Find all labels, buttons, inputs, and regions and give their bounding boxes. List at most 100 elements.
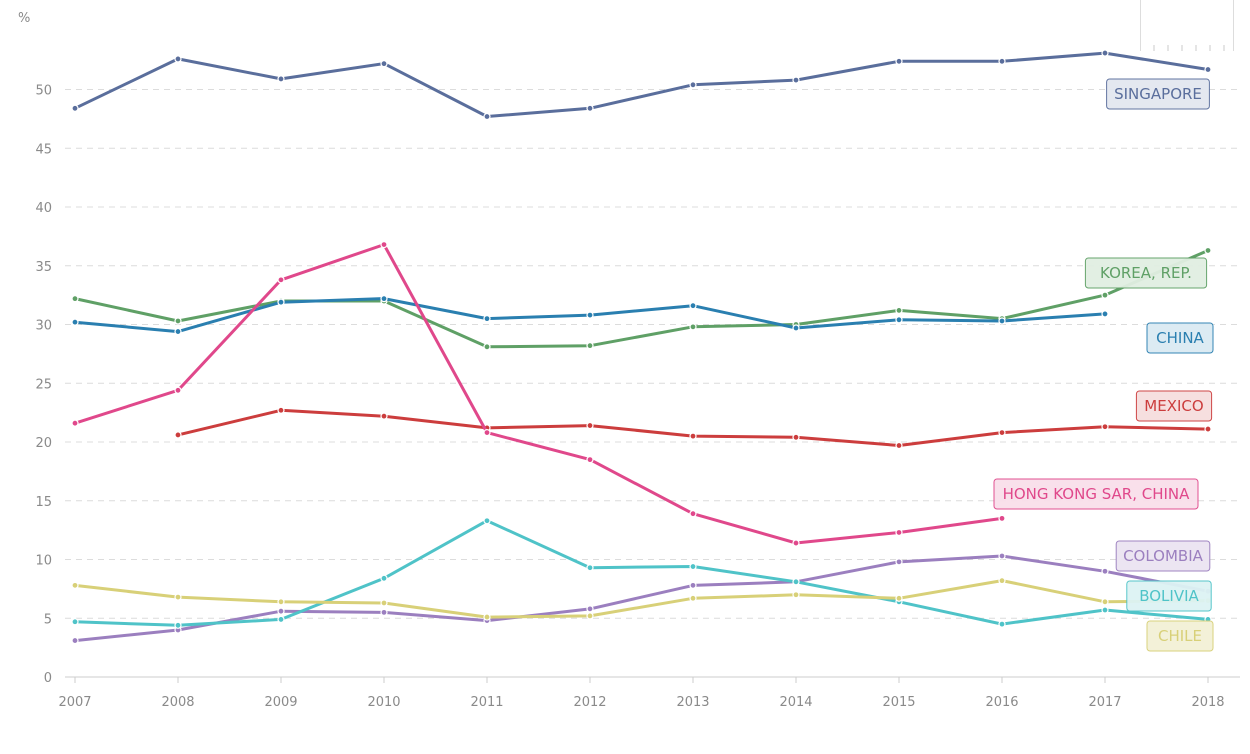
series-line (176, 408, 1210, 447)
data-point[interactable] (586, 421, 594, 430)
data-point[interactable] (998, 620, 1006, 628)
data-point[interactable] (380, 599, 388, 607)
series-label-text: CHINA (1156, 329, 1204, 347)
data-point[interactable] (1101, 291, 1109, 299)
data-point[interactable] (1101, 567, 1109, 575)
data-point[interactable] (71, 636, 79, 645)
data-point[interactable] (1101, 598, 1109, 606)
data-point[interactable] (792, 578, 800, 586)
data-point[interactable] (998, 514, 1006, 522)
data-point[interactable] (1204, 65, 1212, 74)
data-point[interactable] (174, 327, 182, 336)
data-point[interactable] (689, 302, 697, 310)
data-point[interactable] (174, 386, 182, 394)
data-point[interactable] (174, 317, 182, 325)
data-point[interactable] (895, 558, 903, 566)
data-point[interactable] (277, 607, 285, 615)
data-point[interactable] (174, 593, 182, 601)
series-label-mexico: MEXICO (1135, 390, 1213, 422)
data-point[interactable] (71, 618, 79, 626)
data-point[interactable] (1204, 246, 1212, 255)
data-point[interactable] (998, 577, 1006, 585)
data-point[interactable] (380, 608, 388, 616)
data-point[interactable] (586, 311, 594, 319)
data-point[interactable] (380, 295, 388, 303)
data-point[interactable] (380, 574, 388, 582)
data-point[interactable] (586, 342, 594, 350)
data-point[interactable] (792, 539, 800, 547)
data-point[interactable] (483, 343, 491, 351)
axis-layer: 0 5 10 15 20 25 30 35 40 45 50% 2007 2008 2009 2010 201… (18, 11, 1240, 710)
y-tick-label: 45 (35, 142, 52, 157)
data-point[interactable] (895, 316, 903, 324)
data-point[interactable] (998, 317, 1006, 325)
y-tick-label: 20 (35, 436, 52, 451)
data-point[interactable] (1101, 310, 1109, 318)
label-layer: SINGAPORE KOREA, REP. CHINA MEXICO HONG KONG… (993, 78, 1214, 652)
data-point[interactable] (483, 429, 491, 437)
data-point[interactable] (483, 112, 491, 121)
data-point[interactable] (71, 419, 79, 427)
data-point[interactable] (277, 598, 285, 606)
data-point[interactable] (689, 432, 697, 440)
data-point[interactable] (586, 612, 594, 620)
data-point[interactable] (483, 613, 491, 621)
series-label-text: KOREA, REP. (1100, 264, 1192, 282)
data-point[interactable] (895, 57, 903, 65)
data-point[interactable] (792, 324, 800, 332)
data-point[interactable] (792, 76, 800, 84)
data-point[interactable] (174, 431, 182, 439)
data-point[interactable] (71, 104, 79, 112)
data-point[interactable] (689, 510, 697, 518)
data-point[interactable] (689, 562, 697, 571)
data-point[interactable] (689, 581, 697, 589)
data-point[interactable] (174, 55, 182, 63)
data-point[interactable] (380, 60, 388, 68)
y-unit-label: % (18, 11, 30, 26)
data-point[interactable] (689, 594, 697, 602)
y-tick-label: 35 (35, 260, 52, 275)
data-point[interactable] (483, 315, 491, 323)
x-tick-label: 2015 (882, 695, 915, 710)
y-tick-label: 50 (35, 84, 52, 99)
data-point[interactable] (895, 528, 903, 537)
series-label-box (1146, 620, 1214, 652)
series-label-box (993, 478, 1199, 510)
series-label-box (1135, 390, 1213, 422)
series-label-box (1115, 540, 1211, 572)
data-point[interactable] (689, 323, 697, 331)
data-point[interactable] (71, 295, 79, 303)
data-point[interactable] (277, 75, 285, 83)
data-point[interactable] (380, 412, 388, 420)
data-point[interactable] (483, 517, 491, 525)
data-point[interactable] (586, 605, 594, 613)
data-point[interactable] (895, 441, 903, 450)
data-point[interactable] (277, 615, 285, 624)
data-point[interactable] (277, 406, 285, 414)
data-point[interactable] (998, 429, 1006, 437)
series-label-bolivia: BOLIVIA (1126, 580, 1212, 612)
data-point[interactable] (998, 57, 1006, 65)
data-point[interactable] (895, 594, 903, 602)
data-point[interactable] (586, 456, 594, 464)
data-point[interactable] (71, 318, 79, 326)
data-point[interactable] (586, 564, 594, 572)
data-point[interactable] (792, 433, 800, 441)
data-point[interactable] (895, 306, 903, 314)
data-point[interactable] (71, 581, 79, 589)
data-point[interactable] (689, 81, 697, 89)
data-point[interactable] (1101, 49, 1109, 57)
data-point[interactable] (1101, 423, 1109, 431)
data-point[interactable] (1101, 606, 1109, 614)
data-point[interactable] (1204, 425, 1212, 433)
data-point[interactable] (792, 591, 800, 599)
data-point[interactable] (380, 241, 388, 249)
data-point[interactable] (998, 552, 1006, 560)
y-tick-label: 25 (35, 377, 52, 392)
data-point[interactable] (586, 104, 594, 112)
series-label-box (1126, 580, 1212, 612)
data-point[interactable] (277, 276, 285, 284)
y-tick-label: 15 (35, 495, 52, 510)
data-point[interactable] (174, 621, 182, 629)
data-point[interactable] (277, 298, 285, 306)
